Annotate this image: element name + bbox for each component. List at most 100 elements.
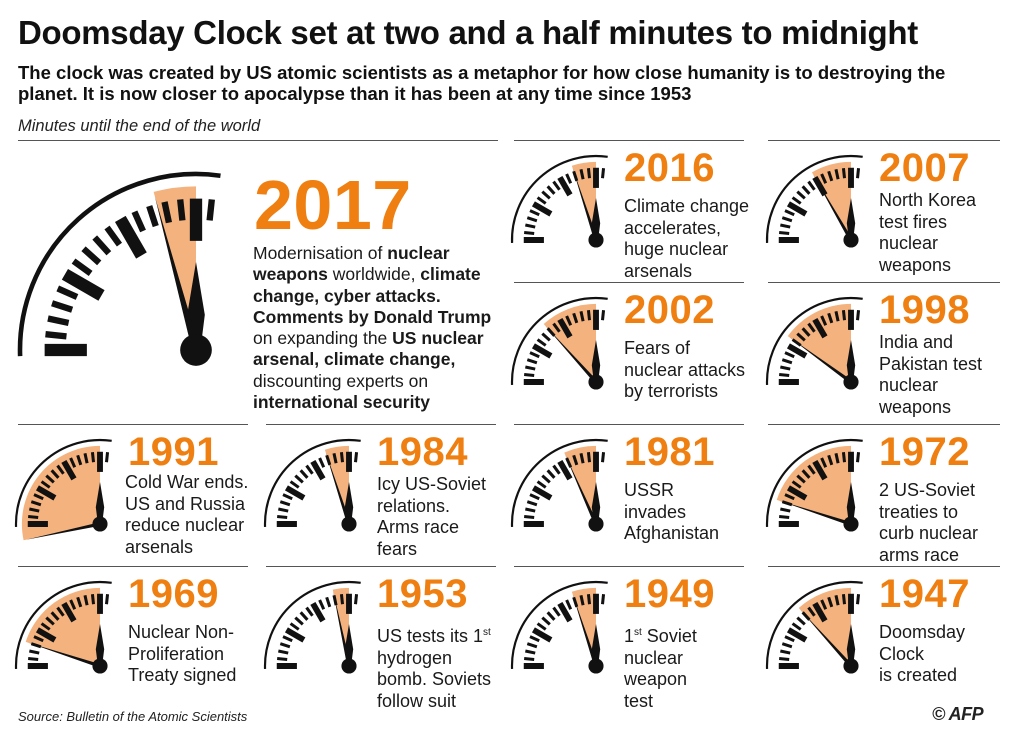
- minor-tick: [45, 474, 55, 484]
- minor-tick: [104, 452, 110, 463]
- minor-tick: [600, 168, 606, 179]
- page-subtitle: The clock was created by US atomic scien…: [18, 62, 946, 104]
- minor-tick: [807, 464, 816, 475]
- major-tick: [786, 485, 808, 501]
- year-label: 1969: [128, 572, 219, 616]
- minute-hand: [565, 454, 598, 525]
- clock-description: Modernisation of nuclear weapons worldwi…: [253, 243, 515, 413]
- major-tick: [786, 627, 808, 643]
- dial-rim: [765, 296, 863, 385]
- hand-pivot: [588, 374, 604, 390]
- minor-tick: [33, 493, 44, 501]
- divider-line: [768, 282, 1000, 283]
- minor-tick: [552, 180, 561, 191]
- minor-tick: [529, 493, 540, 501]
- minor-tick: [299, 469, 309, 479]
- minutes-wedge: [776, 445, 851, 524]
- clock-dial-1969: [14, 580, 112, 674]
- minor-tick: [92, 235, 112, 256]
- minute-hand: [813, 174, 853, 241]
- minor-tick: [277, 514, 288, 520]
- description-line: is created: [879, 665, 958, 685]
- minor-tick: [784, 351, 795, 359]
- divider-line: [18, 140, 498, 141]
- major-tick: [786, 201, 808, 217]
- minor-tick: [779, 372, 790, 378]
- minor-tick: [50, 469, 60, 479]
- year-label: 2017: [254, 166, 412, 244]
- minor-tick: [565, 599, 573, 610]
- minor-tick: [325, 596, 332, 608]
- dial-rim: [765, 438, 863, 527]
- description-text: Modernisation of: [253, 243, 388, 263]
- minor-tick: [104, 594, 110, 605]
- divider-line: [768, 140, 1000, 141]
- description-line: reduce nuclear: [125, 515, 245, 535]
- divider-line: [514, 140, 744, 141]
- major-tick: [557, 175, 573, 197]
- minor-tick: [586, 452, 592, 463]
- description-line: 2 US-Soviet: [879, 480, 976, 500]
- clock-dial-1991: [14, 438, 112, 541]
- major-tick: [531, 485, 553, 501]
- clock-dial-1949: [510, 580, 608, 674]
- divider-line: [514, 424, 744, 425]
- minute-hand: [26, 522, 101, 540]
- minor-tick: [33, 635, 44, 643]
- major-tick: [35, 627, 57, 643]
- minor-tick: [529, 209, 540, 217]
- year-label: 1998: [879, 288, 970, 332]
- description-line: weapons: [879, 396, 952, 417]
- clock-description: US tests its 1st hydrogen bomb. Soviets fol…: [377, 626, 492, 711]
- clock-description: Cold War ends. US and Russia reduce nuclea…: [125, 472, 248, 558]
- minor-tick: [146, 205, 159, 228]
- minor-tick: [801, 327, 811, 337]
- minor-tick: [834, 169, 840, 180]
- minor-tick: [282, 635, 293, 643]
- minor-tick: [586, 310, 592, 321]
- year-label: 1984: [377, 430, 468, 474]
- year-label: 1947: [879, 572, 970, 616]
- minor-tick: [801, 185, 811, 195]
- clock-description: Doomsday Clock is created: [879, 622, 965, 687]
- minute-hand: [325, 452, 351, 525]
- description-line: nuclear: [879, 233, 939, 253]
- minor-tick: [579, 169, 585, 180]
- major-tick: [531, 627, 553, 643]
- minutes-wedge: [798, 587, 851, 666]
- minor-tick: [796, 616, 806, 626]
- minor-tick: [526, 642, 538, 649]
- minor-tick: [332, 453, 338, 464]
- minutes-wedge: [25, 587, 101, 666]
- minor-tick: [807, 606, 816, 617]
- minor-tick: [586, 168, 592, 179]
- description-line: arsenals: [624, 260, 693, 281]
- minor-tick: [796, 190, 806, 200]
- minor-tick: [278, 507, 289, 513]
- minor-tick: [277, 656, 288, 662]
- minor-tick: [339, 594, 345, 605]
- description-line: Nuclear Non-: [128, 622, 235, 642]
- minor-tick: [779, 230, 790, 236]
- dial-rim: [765, 154, 863, 243]
- minor-tick: [791, 622, 802, 631]
- clock-description: Climate change accelerates, huge nuclear ar…: [624, 196, 749, 282]
- minute-hand: [545, 325, 598, 384]
- minor-tick: [579, 311, 585, 322]
- minor-tick: [81, 246, 102, 266]
- minor-tick: [791, 480, 802, 489]
- dial-rim: [765, 580, 863, 669]
- description-line: curb nuclear: [879, 523, 979, 543]
- divider-line: [514, 282, 744, 283]
- minor-tick: [572, 454, 579, 466]
- description-line: USSR: [624, 480, 675, 500]
- description-line: by terrorists: [624, 381, 719, 401]
- minor-tick: [318, 457, 326, 468]
- minor-tick: [40, 480, 51, 489]
- divider-line: [18, 424, 248, 425]
- hour-hand: [95, 482, 105, 524]
- minor-tick: [541, 190, 551, 200]
- minor-tick: [536, 480, 547, 489]
- clock-dial-1981: [510, 438, 608, 532]
- description-line: test fires: [879, 211, 948, 232]
